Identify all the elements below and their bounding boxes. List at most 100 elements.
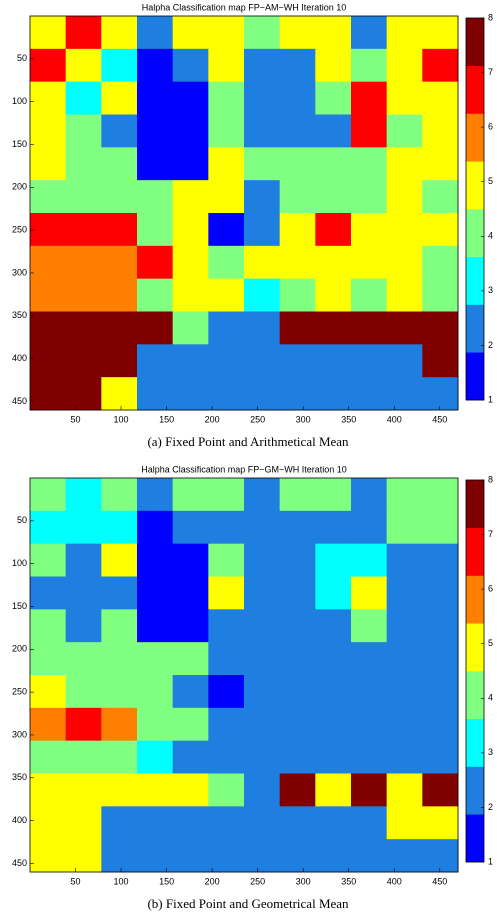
- colorbar-tick-label: 4: [488, 231, 493, 241]
- cell: [422, 839, 459, 873]
- cell: [65, 311, 102, 345]
- cell: [30, 806, 67, 840]
- cell: [65, 510, 102, 545]
- cell: [351, 48, 388, 83]
- cell: [137, 675, 174, 709]
- cell: [279, 147, 316, 181]
- cell: [208, 344, 245, 378]
- cell: [137, 147, 174, 181]
- cell: [65, 377, 102, 411]
- cell: [208, 543, 245, 577]
- cell: [101, 245, 138, 280]
- cell: [315, 278, 352, 312]
- cell: [101, 839, 138, 873]
- cell: [315, 806, 352, 840]
- cell: [208, 740, 245, 774]
- cell: [208, 377, 245, 411]
- colorbar-tick-label: 7: [488, 529, 493, 539]
- cell: [244, 16, 281, 50]
- cell: [208, 576, 245, 610]
- cell: [101, 478, 138, 512]
- y-tick-label: 350: [12, 310, 27, 320]
- colorbar-segment: [466, 814, 484, 863]
- cell: [386, 147, 423, 181]
- cell: [351, 576, 388, 610]
- cell: [65, 114, 102, 148]
- caption: (b) Fixed Point and Geometrical Mean: [147, 896, 349, 911]
- cell: [30, 311, 67, 345]
- cell: [172, 344, 209, 378]
- x-tick-label: 250: [250, 414, 265, 424]
- cell: [137, 16, 174, 50]
- cell: [137, 773, 174, 807]
- cell: [137, 510, 174, 545]
- cell: [65, 609, 102, 643]
- cell: [30, 675, 67, 709]
- cell: [279, 740, 316, 774]
- cell: [101, 642, 138, 676]
- cell: [244, 478, 281, 512]
- colorbar-frame: [465, 17, 485, 401]
- cell: [315, 48, 352, 83]
- cell: [279, 839, 316, 873]
- cell: [279, 377, 316, 411]
- y-tick-label: 300: [12, 267, 27, 277]
- cell: [172, 377, 209, 411]
- x-tick-label: 450: [432, 876, 447, 886]
- cell: [137, 114, 174, 148]
- cell: [101, 510, 138, 545]
- y-tick-label: 450: [12, 858, 27, 868]
- cell: [101, 344, 138, 378]
- cell: [351, 278, 388, 312]
- cell: [101, 16, 138, 50]
- cell: [30, 147, 67, 181]
- cell: [315, 642, 352, 676]
- cell: [279, 81, 316, 115]
- cell: [315, 510, 352, 545]
- cell: [315, 377, 352, 411]
- cell: [386, 377, 423, 411]
- cell: [315, 576, 352, 610]
- cell: [279, 114, 316, 148]
- cell: [244, 213, 281, 247]
- colorbar-segment: [466, 304, 484, 353]
- colorbar-tick-label: 6: [488, 584, 493, 594]
- cell: [315, 114, 352, 148]
- y-tick-label: 250: [12, 687, 27, 697]
- cell: [208, 278, 245, 312]
- cell: [351, 180, 388, 214]
- cell: [422, 576, 459, 610]
- colorbar-segment: [466, 352, 484, 401]
- cell: [172, 81, 209, 115]
- cell: [386, 543, 423, 577]
- cell: [351, 609, 388, 643]
- colorbar-segment: [466, 256, 484, 305]
- cell: [30, 478, 67, 512]
- cell: [422, 16, 459, 50]
- cell: [137, 642, 174, 676]
- cell: [172, 114, 209, 148]
- colorbar-segment: [466, 575, 484, 624]
- y-tick-label: 400: [12, 353, 27, 363]
- cell: [172, 543, 209, 577]
- cell: [279, 213, 316, 247]
- cell: [351, 114, 388, 148]
- cell: [244, 740, 281, 774]
- cell: [65, 478, 102, 512]
- cell: [65, 576, 102, 610]
- cell: [422, 806, 459, 840]
- cell: [137, 377, 174, 411]
- cell: [172, 806, 209, 840]
- y-tick-label: 400: [12, 815, 27, 825]
- cell: [65, 707, 102, 742]
- cell: [172, 675, 209, 709]
- cell: [172, 478, 209, 512]
- cell: [65, 839, 102, 873]
- cell: [351, 147, 388, 181]
- cell: [30, 48, 67, 83]
- cell: [279, 675, 316, 709]
- y-tick-label: 50: [17, 53, 27, 63]
- cell: [172, 16, 209, 50]
- cell: [65, 344, 102, 378]
- cell: [422, 642, 459, 676]
